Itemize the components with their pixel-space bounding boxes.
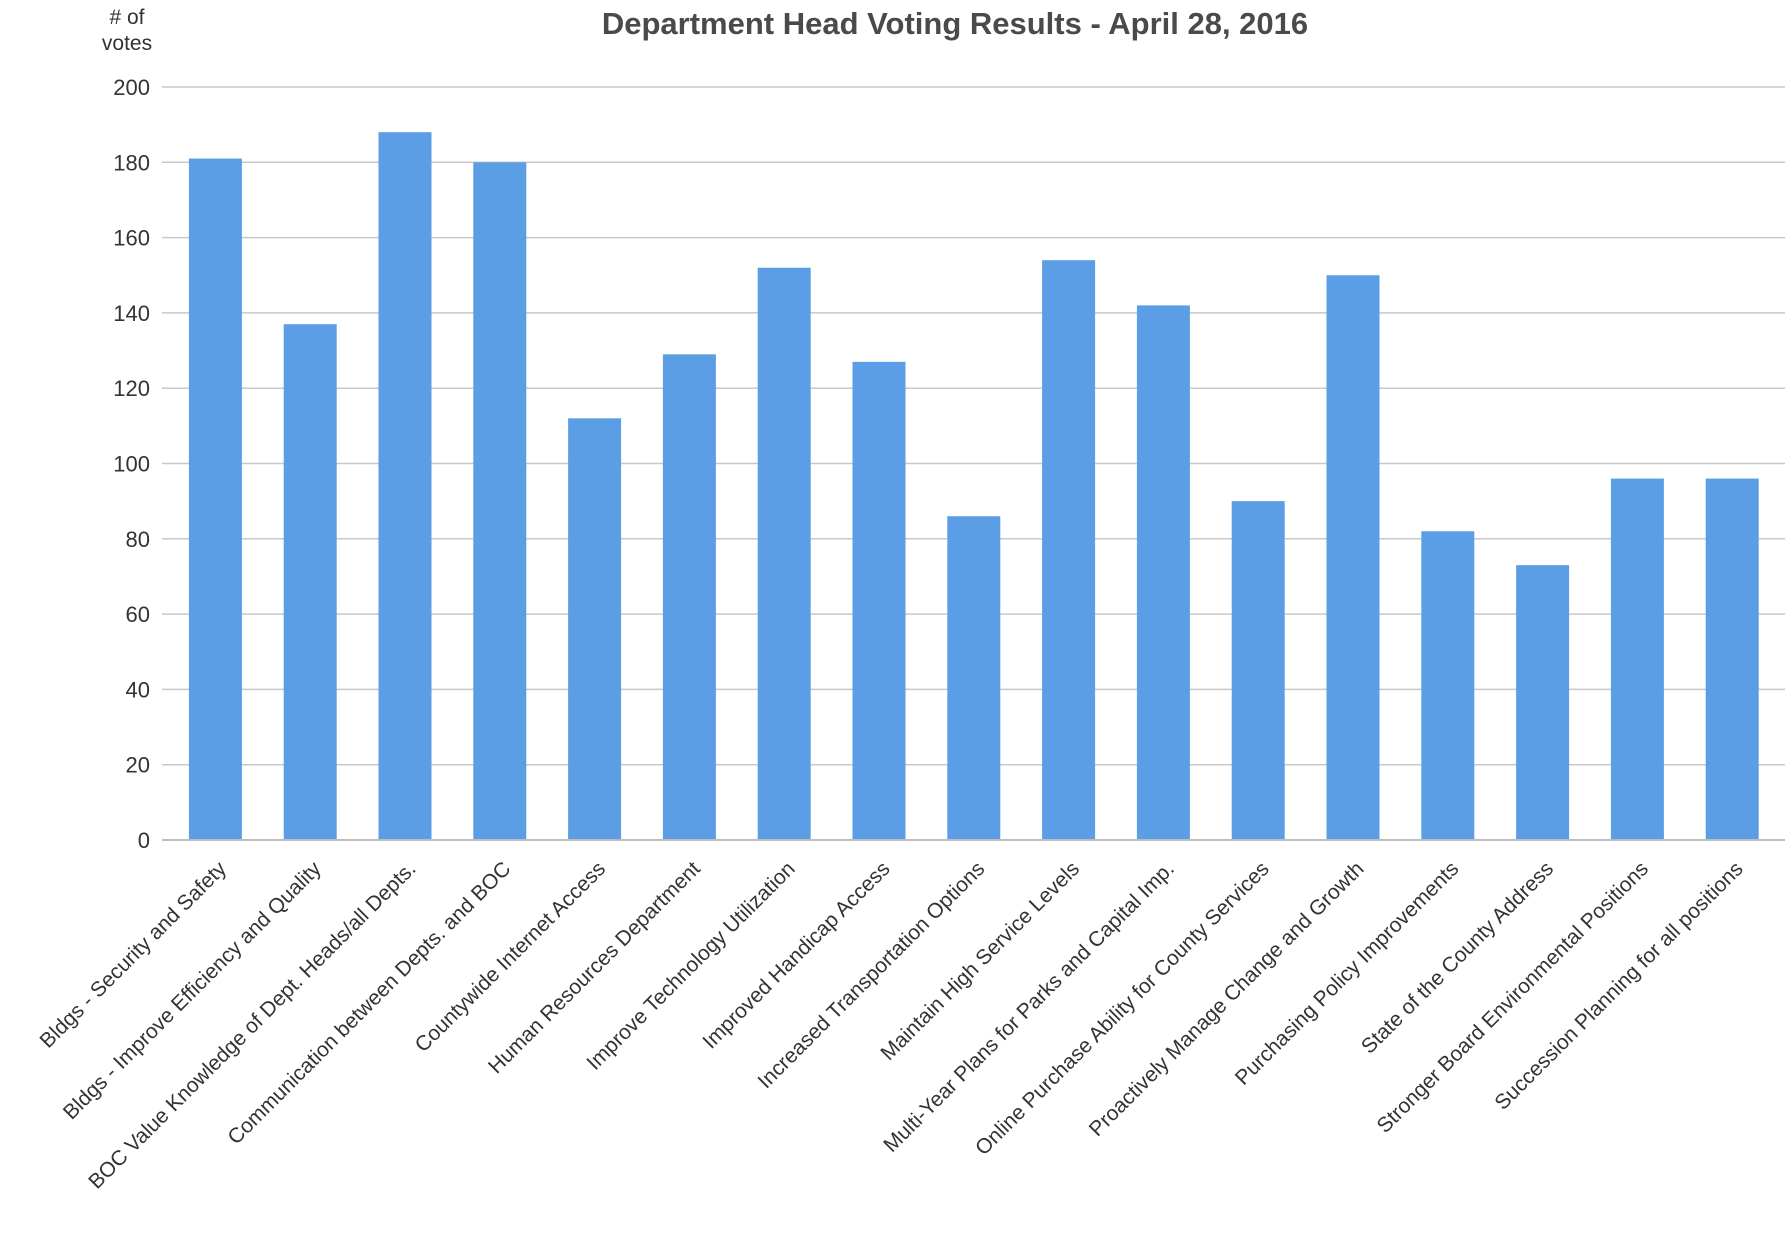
bar-9 xyxy=(947,516,1001,840)
y-tick-label: 20 xyxy=(126,753,150,778)
bar-4 xyxy=(473,162,527,841)
y-axis-label-line-2: votes xyxy=(102,32,152,55)
bar-14 xyxy=(1421,531,1475,840)
x-tick-label: State of the County Address xyxy=(1357,857,1558,1058)
gridlines xyxy=(162,86,1785,766)
bar-8 xyxy=(852,361,906,840)
y-axis-label-line-1: # of xyxy=(109,6,144,29)
y-tick-label: 40 xyxy=(126,677,150,702)
x-tick-label: Maintain High Service Levels xyxy=(876,857,1084,1065)
y-axis-ticks: 0 20 40 60 80 100 120 140 160 180 200 xyxy=(113,75,150,853)
bar-16 xyxy=(1610,478,1664,840)
bar-11 xyxy=(1136,305,1190,840)
bar-6 xyxy=(662,354,716,840)
bar-13 xyxy=(1326,275,1380,840)
bar-7 xyxy=(757,267,811,841)
bars xyxy=(188,132,1759,841)
y-tick-label: 0 xyxy=(138,828,150,853)
x-tick-label: BOC Value Knowledge of Dept. Heads/all D… xyxy=(84,857,420,1193)
chart-title: Department Head Voting Results - April 2… xyxy=(602,6,1308,41)
bar-12 xyxy=(1231,501,1285,840)
bar-15 xyxy=(1516,565,1570,840)
y-tick-label: 60 xyxy=(126,602,150,627)
bar-5 xyxy=(568,418,622,840)
y-tick-label: 100 xyxy=(113,452,150,477)
x-tick-label: Improve Technology Utilization xyxy=(582,857,799,1074)
y-tick-label: 160 xyxy=(113,226,150,251)
y-tick-label: 120 xyxy=(113,376,150,401)
y-tick-label: 180 xyxy=(113,150,150,175)
bar-1 xyxy=(188,158,242,840)
x-tick-label: Bldgs - Security and Safety xyxy=(36,857,232,1053)
bar-17 xyxy=(1705,478,1759,840)
bar-2 xyxy=(283,324,337,840)
x-tick-label: Improved Handicap Access xyxy=(698,857,894,1053)
y-tick-label: 140 xyxy=(113,301,150,326)
bar-10 xyxy=(1042,260,1096,840)
y-tick-label: 200 xyxy=(113,75,150,100)
y-tick-label: 80 xyxy=(126,527,150,552)
bar-3 xyxy=(378,132,432,840)
x-tick-label: Countywide Internet Access xyxy=(411,857,611,1057)
